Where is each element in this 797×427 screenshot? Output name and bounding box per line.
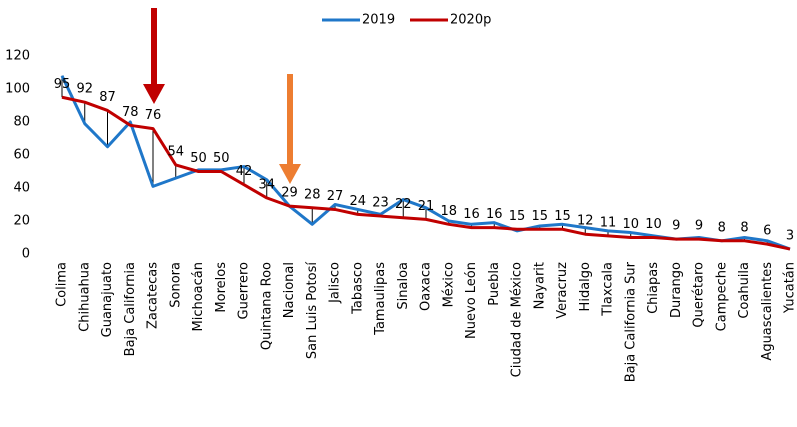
- data-label: 50: [190, 151, 207, 166]
- x-tick-label: Zacatecas: [146, 262, 161, 329]
- data-label: 22: [395, 197, 412, 212]
- data-label: 34: [258, 177, 275, 192]
- x-tick-label: Campeche: [714, 262, 729, 331]
- x-tick-label: Tlaxcala: [601, 262, 616, 317]
- x-tick-label: Hidalgo: [578, 262, 593, 311]
- legend-label: 2019: [362, 13, 395, 28]
- data-label: 29: [281, 186, 298, 201]
- y-tick-label: 0: [22, 247, 30, 262]
- data-label: 16: [486, 207, 503, 222]
- data-label: 15: [509, 209, 526, 224]
- x-tick-label: Morelos: [214, 262, 229, 313]
- data-label: 8: [740, 220, 748, 235]
- data-label: 15: [531, 209, 548, 224]
- x-tick-label: Colima: [55, 262, 70, 307]
- data-label: 10: [645, 217, 662, 232]
- data-label: 12: [577, 214, 594, 229]
- x-tick-label: Veracruz: [555, 262, 570, 319]
- data-label: 50: [213, 151, 230, 166]
- data-label: 28: [304, 187, 321, 202]
- x-tick-label: Tabasco: [350, 262, 365, 315]
- y-tick-label: 120: [5, 49, 30, 64]
- x-tick-label: Chihuahua: [77, 262, 92, 332]
- data-label: 24: [349, 194, 366, 209]
- y-tick-label: 100: [5, 82, 30, 97]
- data-label: 6: [763, 224, 771, 239]
- x-tick-label: México: [441, 262, 456, 307]
- data-label: 23: [372, 196, 389, 211]
- x-tick-label: Jalisco: [328, 262, 343, 304]
- data-label: 76: [145, 108, 162, 123]
- x-tick-label: Yucatán: [783, 262, 797, 314]
- x-tick-label: Michoacán: [191, 262, 206, 332]
- data-label: 16: [463, 207, 480, 222]
- data-label: 15: [554, 209, 571, 224]
- arrow-orange: [279, 74, 301, 184]
- y-tick-label: 40: [13, 181, 30, 196]
- series-line: [61, 95, 791, 251]
- x-tick-label: Aguascalientes: [760, 262, 775, 361]
- data-label: 3: [786, 229, 794, 244]
- y-tick-label: 60: [13, 148, 30, 163]
- data-label: 9: [672, 219, 680, 234]
- x-tick-label: Guanajuato: [100, 262, 115, 337]
- data-label: 18: [440, 204, 457, 219]
- x-tick-label: Sinaloa: [396, 262, 411, 310]
- x-tick-label: Nuevo León: [464, 262, 479, 339]
- x-tick-label: Puebla: [487, 262, 502, 306]
- x-tick-label: Nayarit: [532, 262, 547, 309]
- x-tick-label: Sonora: [168, 262, 183, 308]
- data-label: 92: [76, 82, 93, 97]
- x-tick-label: Oaxaca: [419, 262, 434, 311]
- x-tick-label: Baja California: [123, 262, 138, 356]
- series-line: [60, 75, 791, 251]
- y-tick-label: 20: [13, 214, 30, 229]
- y-tick-label: 80: [13, 115, 30, 130]
- x-tick-label: San Luis Potosí: [305, 262, 320, 360]
- data-label: 95: [54, 77, 71, 92]
- data-label: 78: [122, 105, 139, 120]
- legend-label: 2020p: [450, 13, 491, 28]
- data-label: 11: [600, 215, 617, 230]
- data-label: 54: [167, 144, 184, 159]
- data-label: 27: [327, 189, 344, 204]
- x-tick-label: Nacional: [282, 262, 297, 318]
- data-label: 8: [718, 220, 726, 235]
- data-label: 21: [418, 199, 435, 214]
- x-tick-label: Durango: [669, 262, 684, 318]
- x-tick-label: Coahuila: [737, 262, 752, 319]
- data-label: 42: [236, 164, 253, 179]
- x-tick-label: Quintana Roo: [259, 262, 274, 350]
- x-tick-label: Querétaro: [692, 262, 707, 328]
- data-label: 10: [622, 217, 639, 232]
- x-tick-label: Chiapas: [646, 262, 661, 314]
- arrow-red: [143, 8, 165, 104]
- x-tick-label: Ciudad de México: [510, 262, 525, 377]
- data-label: 9: [695, 219, 703, 234]
- data-label: 87: [99, 90, 116, 105]
- x-tick-label: Tamaulipas: [373, 262, 388, 336]
- x-tick-label: Baja California Sur: [623, 261, 638, 382]
- x-tick-label: Guerrero: [237, 262, 252, 320]
